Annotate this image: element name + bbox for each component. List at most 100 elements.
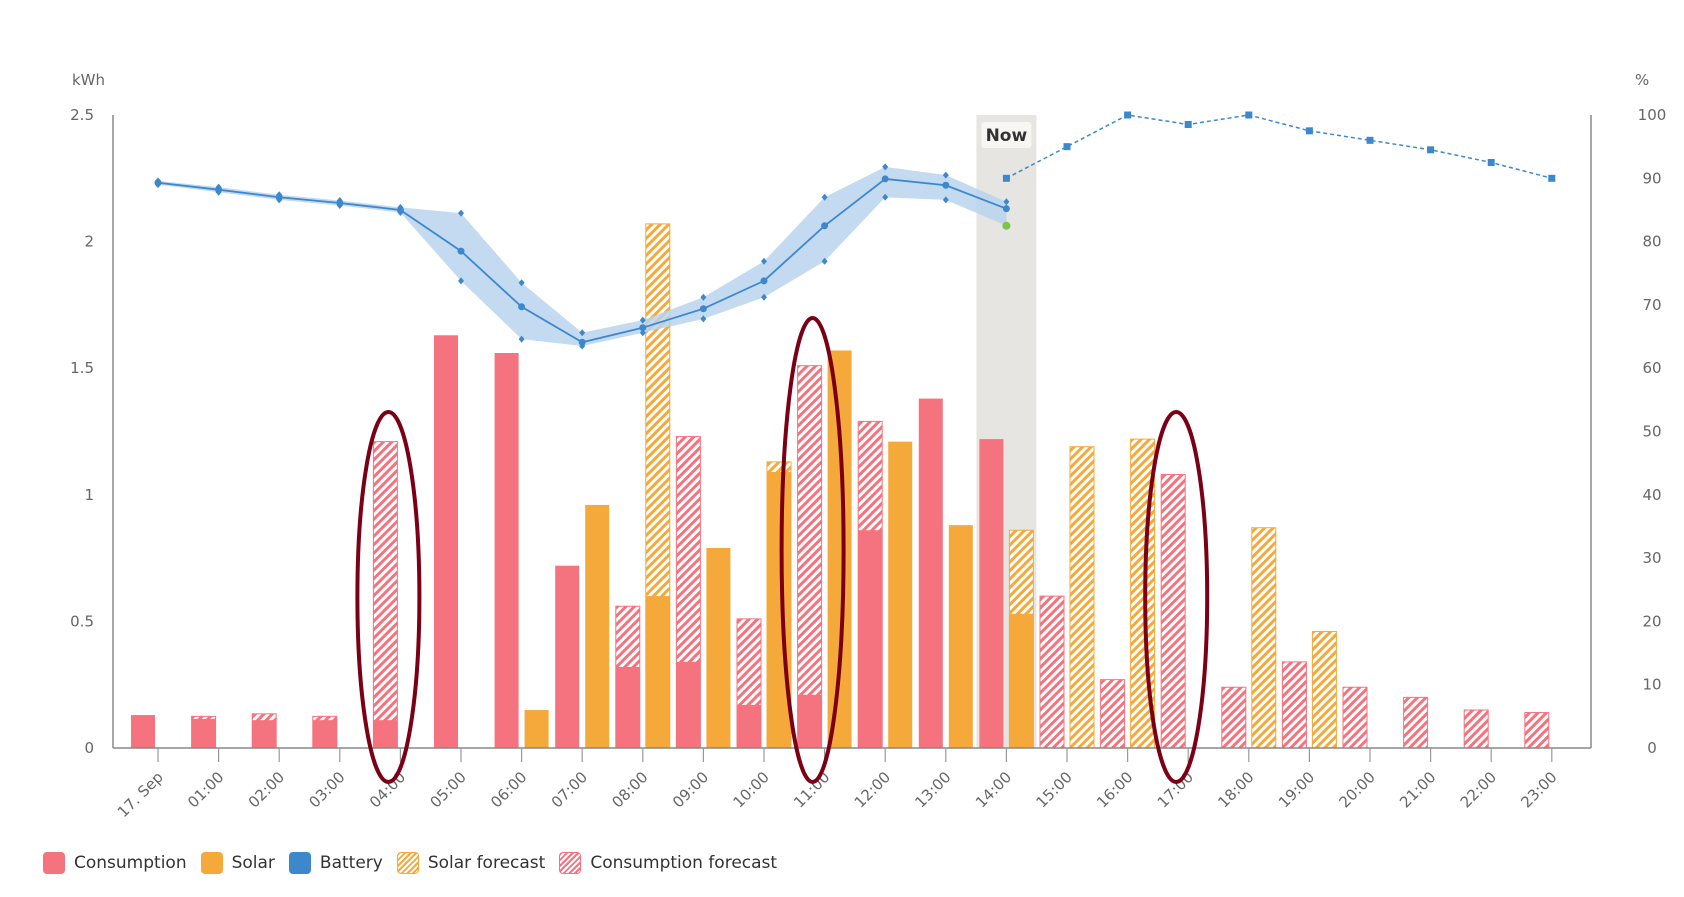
y-right-tick-label: 90	[1642, 169, 1661, 187]
x-tick-label: 08:00	[608, 768, 651, 811]
energy-chart: Now kWh % 0 0.5 1 1.5 2 2.5 0 10 20 30 40 50 60 70 80 9…	[70, 71, 1667, 821]
x-tick-label: 06:00	[487, 768, 530, 811]
x-tick-label: 20:00	[1336, 768, 1379, 811]
solar-bar	[948, 525, 973, 748]
solar-bar	[888, 441, 913, 748]
battery-max-marker	[882, 163, 889, 171]
battery-point	[457, 247, 465, 255]
consumption-forecast-bar	[1403, 696, 1429, 749]
x-tick-label: 03:00	[305, 768, 348, 811]
solar-bar	[1009, 613, 1034, 748]
consumption-forecast-swatch-icon	[559, 852, 582, 874]
y-right-tick-label: 60	[1642, 359, 1661, 377]
battery-max-marker	[761, 257, 767, 265]
battery-max-marker	[942, 171, 949, 179]
y-right-unit-label: %	[1635, 71, 1649, 89]
consumption-forecast-bar	[1342, 686, 1368, 749]
solar-bar	[585, 504, 610, 748]
battery-point	[578, 338, 586, 346]
battery-min-marker	[518, 335, 525, 343]
battery-max-marker	[821, 193, 828, 201]
solar-forecast-bar	[1251, 527, 1277, 749]
x-tick-label: 14:00	[972, 768, 1015, 811]
y-left-unit-label: kWh	[72, 71, 105, 89]
legend-item-battery[interactable]: Battery	[288, 852, 383, 874]
highlight-ellipse	[779, 316, 846, 784]
consumption-forecast-bar	[1463, 709, 1489, 749]
consumption-bar	[191, 718, 216, 748]
solar-bar	[645, 596, 670, 748]
battery-forecast-point	[1427, 146, 1435, 154]
battery-max-marker	[276, 191, 283, 199]
solar-forecast-bar	[1311, 631, 1337, 749]
x-tick-label: 10:00	[730, 768, 773, 811]
consumption-bar	[555, 565, 580, 748]
battery-min-marker	[639, 329, 646, 337]
consumption-bar	[858, 530, 883, 748]
x-tick-label: 11:00	[790, 768, 833, 811]
legend-item-solar-forecast[interactable]: Solar forecast	[396, 852, 546, 874]
battery-min-marker	[397, 208, 404, 216]
battery-point	[821, 222, 829, 230]
battery-max-marker	[518, 279, 525, 287]
y-right-tick-label: 80	[1642, 233, 1661, 251]
battery-forecast-point	[1245, 111, 1253, 119]
x-tick-label: 21:00	[1396, 768, 1439, 811]
legend-label: Consumption	[74, 853, 187, 873]
consumption-bar	[373, 720, 398, 748]
x-tick-label: 04:00	[366, 768, 409, 811]
battery-min-marker	[700, 315, 707, 323]
y-right-tick-label: 100	[1638, 106, 1667, 124]
battery-point	[942, 181, 950, 189]
battery-range-band	[158, 166, 1007, 347]
now-label: Now	[986, 126, 1028, 146]
battery-forecast-point	[1002, 174, 1010, 182]
battery-forecast-point	[1305, 127, 1313, 135]
legend: Consumption Solar Battery Solar forecast…	[43, 852, 791, 874]
consumption-bar	[979, 439, 1004, 748]
x-tick-label: 16:00	[1093, 768, 1136, 811]
x-tick-label: 02:00	[245, 768, 288, 811]
battery-max-marker	[579, 329, 586, 337]
x-tick-label: 01:00	[184, 768, 227, 811]
consumption-bar	[312, 720, 337, 748]
consumption-bar	[434, 335, 458, 748]
now-label-box	[981, 122, 1032, 148]
battery-max-marker	[458, 209, 464, 217]
x-tick-label: 15:00	[1033, 768, 1076, 811]
x-tick-label: 12:00	[851, 768, 894, 811]
y-right-tick-label: 0	[1647, 739, 1657, 757]
y-right-tick-label: 20	[1642, 612, 1661, 630]
consumption-forecast-bar	[1100, 679, 1126, 749]
solar-bar	[767, 472, 791, 748]
legend-item-solar[interactable]: Solar	[200, 852, 275, 874]
x-tick-label: 23:00	[1517, 768, 1560, 811]
consumption-forecast-bar	[1281, 661, 1307, 749]
battery-min-marker	[276, 196, 283, 204]
x-tick-label: 22:00	[1457, 768, 1500, 811]
battery-min-marker	[215, 188, 222, 196]
battery-point	[699, 305, 707, 313]
battery-max-marker	[215, 183, 222, 191]
battery-point	[518, 303, 526, 311]
battery-point	[760, 277, 768, 285]
legend-label: Solar forecast	[427, 853, 546, 873]
solar-forecast-bar	[1069, 446, 1095, 749]
legend-item-consumption-forecast[interactable]: Consumption forecast	[559, 852, 777, 874]
battery-min-marker	[821, 257, 828, 265]
solar-forecast-swatch-icon	[396, 852, 419, 874]
consumption-bar	[252, 720, 277, 748]
legend-label: Solar	[231, 853, 275, 873]
consumption-bar	[676, 661, 701, 748]
battery-min-marker	[155, 181, 161, 189]
y-right-tick-label: 50	[1642, 423, 1661, 441]
x-tick-label: 05:00	[427, 768, 470, 811]
y-right-tick-label: 30	[1642, 549, 1661, 567]
legend-item-consumption[interactable]: Consumption	[43, 852, 187, 874]
highlight-ellipse	[355, 410, 422, 784]
battery-max-marker	[639, 316, 646, 324]
y-left-tick-label: 0	[84, 739, 94, 757]
battery-min-marker	[579, 342, 586, 350]
y-right-tick-label: 70	[1642, 296, 1661, 314]
y-left-tick-label: 0.5	[70, 612, 94, 630]
